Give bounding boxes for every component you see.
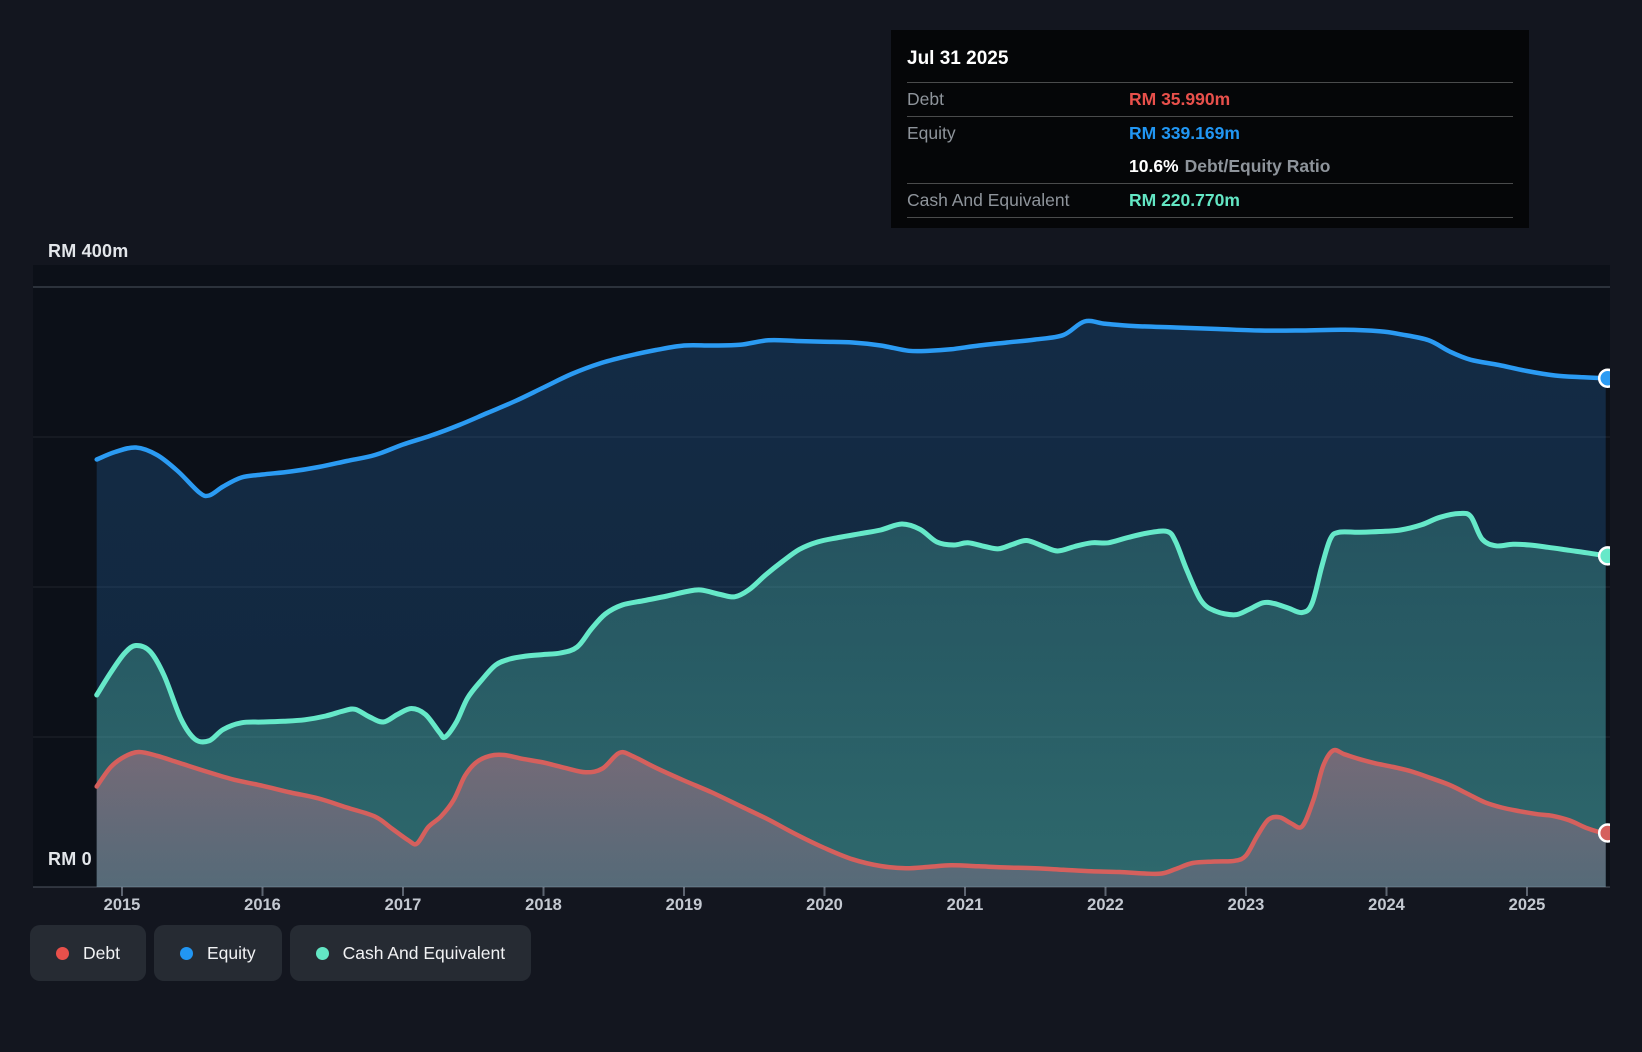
x-tick-label: 2018: [525, 896, 562, 914]
x-tick-label: 2024: [1368, 896, 1405, 914]
legend-cash-label: Cash And Equivalent: [342, 942, 506, 963]
legend-equity-label: Equity: [206, 942, 256, 963]
x-tick-label: 2017: [384, 896, 422, 914]
legend-item-debt[interactable]: Debt: [30, 925, 146, 981]
tooltip-row-equity: Equity RM 339.169m: [907, 117, 1513, 150]
tooltip-debt-label: Debt: [907, 89, 944, 109]
equity-dot-icon: [179, 946, 193, 960]
x-tick-label: 2019: [665, 896, 703, 914]
y-axis-label-max: RM 400m: [48, 241, 129, 261]
tooltip-ratio-label: Debt/Equity Ratio: [1184, 156, 1331, 176]
x-tick-label: 2021: [946, 896, 984, 914]
x-tick-label: 2025: [1508, 896, 1546, 914]
tooltip-row-ratio: 10.6% Debt/Equity Ratio: [907, 150, 1513, 184]
tooltip-debt-value: RM 35.990m: [1129, 89, 1231, 109]
tooltip-equity-value: RM 339.169m: [1129, 123, 1240, 143]
x-tick-label: 2020: [806, 896, 843, 914]
tooltip-row-debt: Debt RM 35.990m: [907, 83, 1513, 117]
tooltip-row-cash: Cash And Equivalent RM 220.770m: [907, 184, 1513, 218]
tooltip-cash-label: Cash And Equivalent: [907, 190, 1070, 210]
legend-item-equity[interactable]: Equity: [153, 925, 282, 981]
x-tick-label: 2022: [1087, 896, 1124, 914]
cash-dot-icon: [315, 946, 329, 960]
chart-tooltip: Jul 31 2025 Debt RM 35.990m Equity RM 33…: [891, 30, 1529, 228]
x-tick-label: 2023: [1227, 896, 1265, 914]
tooltip-cash-value: RM 220.770m: [1129, 190, 1240, 210]
debt-dot-icon: [56, 946, 69, 960]
tooltip-ratio-value: 10.6%: [1129, 156, 1179, 176]
legend-debt-label: Debt: [83, 942, 120, 963]
x-tick-label: 2016: [244, 896, 281, 914]
y-axis-label-zero: RM 0: [48, 849, 92, 869]
chart-legend: Debt Equity Cash And Equivalent: [30, 925, 532, 981]
tooltip-date: Jul 31 2025: [907, 42, 1513, 83]
legend-item-cash[interactable]: Cash And Equivalent: [289, 925, 532, 981]
x-tick-label: 2015: [103, 896, 141, 914]
tooltip-equity-label: Equity: [907, 123, 956, 143]
